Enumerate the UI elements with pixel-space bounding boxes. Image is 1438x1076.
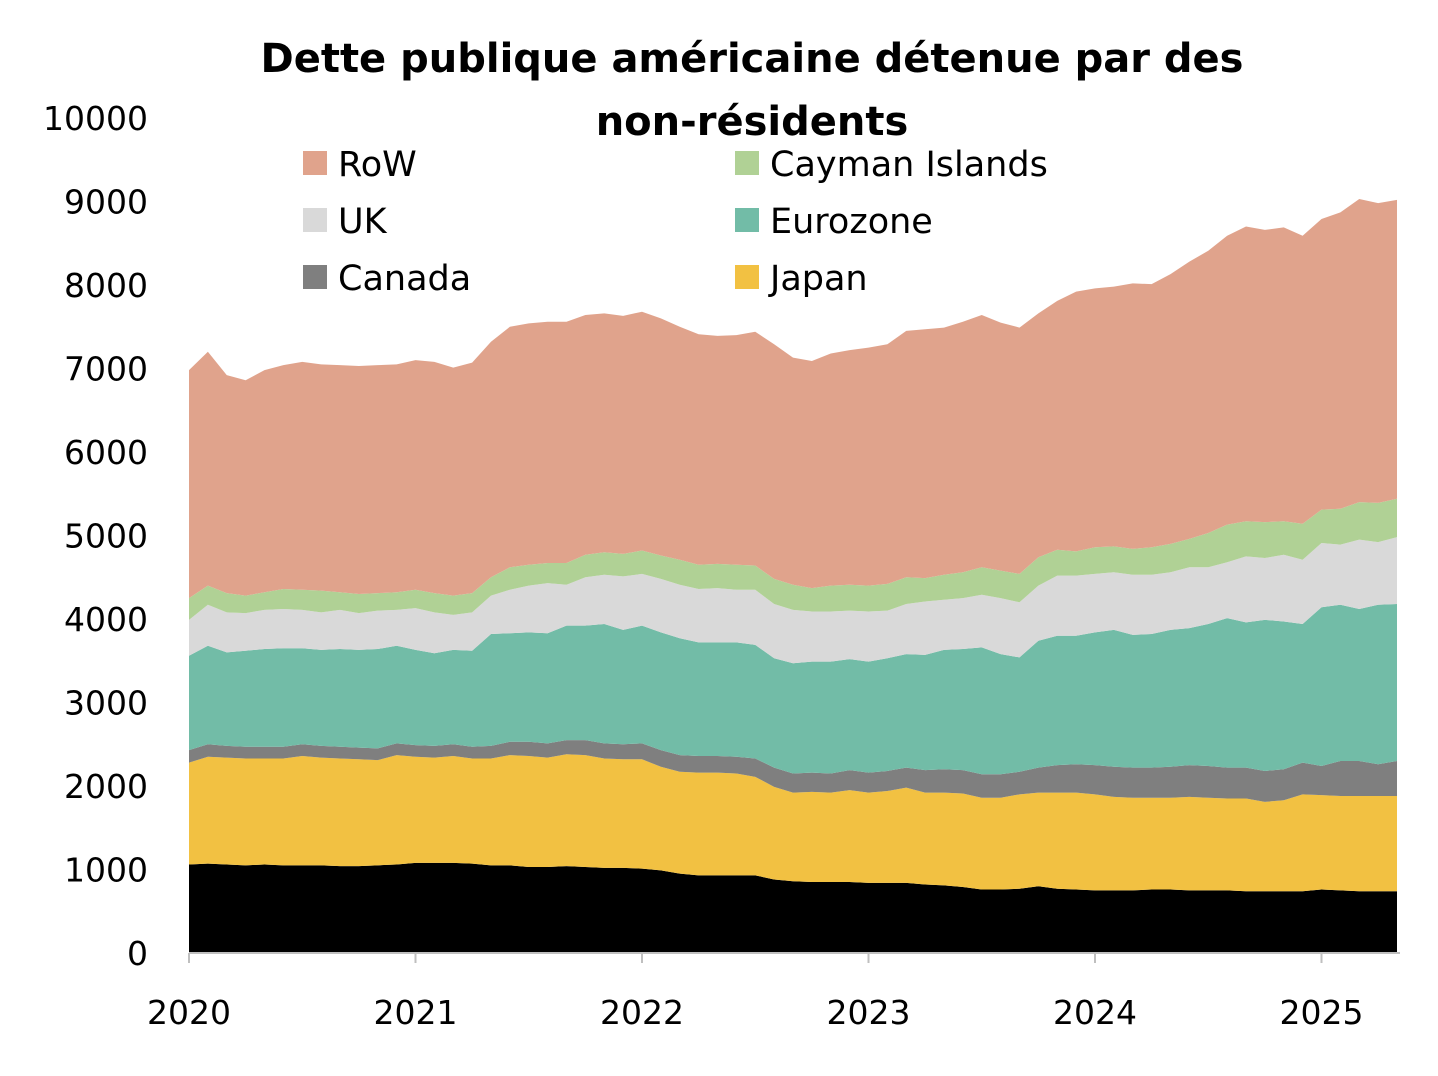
legend-item-row: RoW <box>303 145 417 185</box>
legend-item-cayman-islands: Cayman Islands <box>735 145 1048 185</box>
y-tick-label: 8000 <box>64 266 148 305</box>
legend-swatch <box>735 208 759 232</box>
y-ticks: 0 1000 2000 3000 4000 5000 6000 7000 8000 9000 100… <box>43 99 148 973</box>
legend-item-canada: Canada <box>303 259 471 299</box>
legend-label: Canada <box>338 259 471 299</box>
legend-label: RoW <box>338 145 417 185</box>
chart-title-line-1: Dette publique américaine détenue par de… <box>260 36 1243 82</box>
legend-swatch <box>303 208 327 232</box>
y-tick-label: 1000 <box>64 851 148 890</box>
legend-item-japan: Japan <box>735 259 868 299</box>
legend-swatch <box>303 265 327 289</box>
legend-label: Cayman Islands <box>770 145 1048 185</box>
area-series-0 <box>189 862 1397 953</box>
y-tick-label: 3000 <box>64 684 148 723</box>
x-tick-label: 2022 <box>600 993 684 1032</box>
x-tick-label: 2023 <box>827 993 911 1032</box>
legend-item-uk: UK <box>303 202 388 242</box>
legend-swatch <box>303 151 327 175</box>
area-canada <box>189 740 1397 802</box>
area-uk <box>189 537 1397 664</box>
area-eurozone <box>189 603 1397 775</box>
legend: RoW Cayman Islands UK Eurozone Canada Japan <box>303 145 1048 299</box>
y-tick-label: 10000 <box>43 99 148 138</box>
area-japan <box>189 754 1397 892</box>
y-tick-label: 2000 <box>64 767 148 806</box>
y-tick-label: 9000 <box>64 183 148 222</box>
area-cayman-islands <box>189 498 1397 620</box>
y-tick-label: 6000 <box>64 433 148 472</box>
legend-label: Eurozone <box>770 202 933 242</box>
legend-swatch <box>735 265 759 289</box>
y-tick-label: 5000 <box>64 517 148 556</box>
legend-label: Japan <box>768 259 868 299</box>
x-tick-label: 2021 <box>374 993 458 1032</box>
x-tick-label: 2024 <box>1053 993 1137 1032</box>
areas <box>189 198 1397 953</box>
y-tick-label: 7000 <box>64 350 148 389</box>
x-tick-label: 2025 <box>1280 993 1364 1032</box>
legend-label: UK <box>338 202 388 242</box>
x-ticks: 2020 2021 2022 2023 2024 2025 <box>147 953 1363 1032</box>
area-row <box>189 198 1397 599</box>
y-tick-label: 0 <box>127 934 148 973</box>
y-tick-label: 4000 <box>64 600 148 639</box>
x-tick-label: 2020 <box>147 993 231 1032</box>
legend-item-eurozone: Eurozone <box>735 202 933 242</box>
chart-title-line-2: non-résidents <box>596 99 909 145</box>
legend-swatch <box>735 151 759 175</box>
